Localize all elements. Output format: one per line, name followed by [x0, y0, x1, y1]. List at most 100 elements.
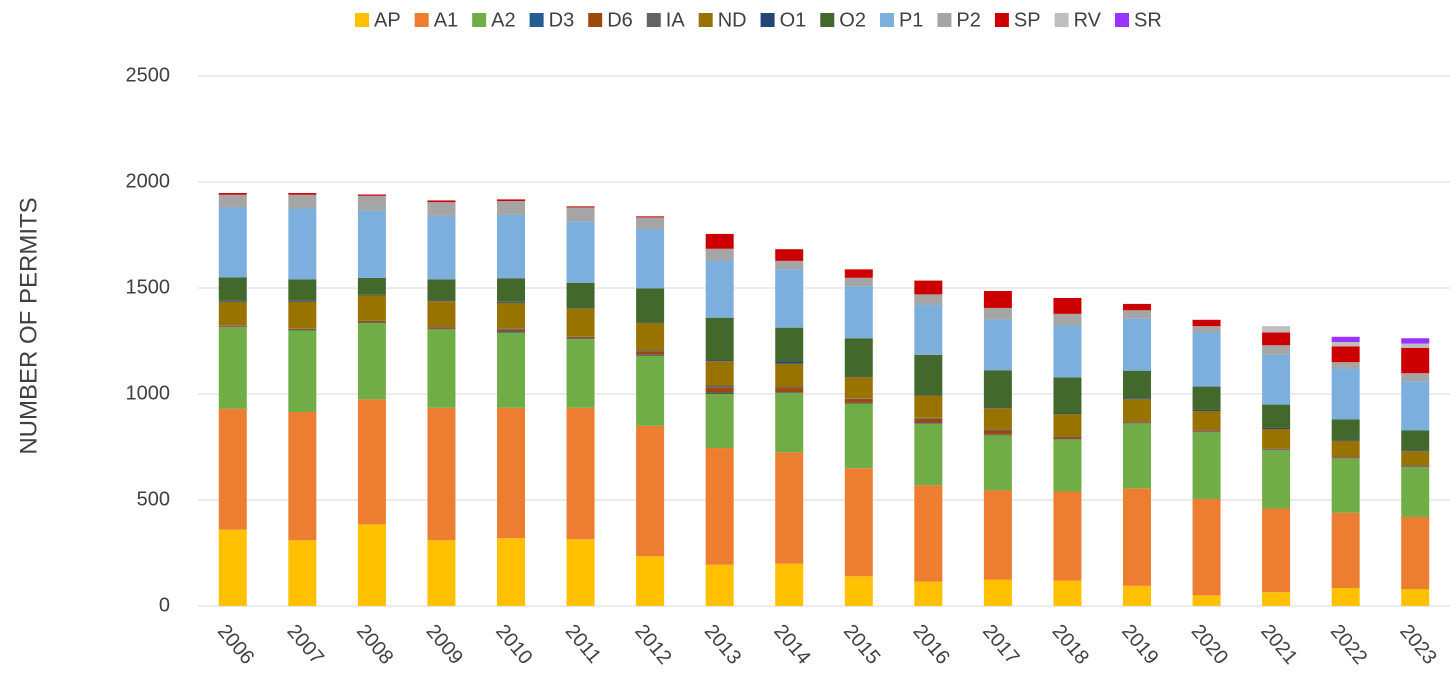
bar-segment [636, 229, 665, 289]
bar-segment [1401, 373, 1430, 382]
bar-segment [775, 388, 804, 393]
bar-segment [497, 302, 525, 329]
x-tick-label: 2012 [630, 620, 675, 668]
bar-segment [357, 321, 386, 323]
bar-segment [844, 468, 873, 577]
legend-label: O1 [780, 9, 807, 31]
x-tick-label: 2011 [561, 620, 606, 667]
bar-segment [427, 407, 456, 541]
bar-segment [775, 387, 804, 389]
bar-segment [983, 407, 1012, 409]
bar-segment [1123, 318, 1151, 371]
bar-segment [1053, 413, 1082, 415]
bar-segment [566, 308, 595, 337]
x-tick-label: 2014 [769, 620, 814, 668]
bar-segment [983, 490, 1012, 580]
bar-segment [1401, 589, 1430, 606]
bar-segment [1053, 580, 1082, 606]
bar-segment [1401, 465, 1430, 467]
bar-segment [497, 278, 525, 302]
x-tick-label: 2015 [839, 620, 884, 668]
x-tick-label: 2013 [700, 620, 745, 668]
bar-segment [288, 194, 317, 209]
bar-segment [1262, 354, 1291, 405]
bar-segment [427, 326, 456, 328]
bar-segment [1053, 414, 1082, 437]
bar-segment [636, 354, 665, 356]
bar-segment [1053, 325, 1082, 378]
bar-segment [844, 286, 873, 339]
bar-segment [705, 448, 734, 565]
bar-segment [566, 336, 595, 337]
x-tick-label: 2018 [1048, 620, 1093, 668]
bar-segment [566, 539, 595, 606]
bar-segment [1192, 386, 1221, 410]
bar-segment [914, 485, 943, 582]
bar-segment [1331, 587, 1360, 606]
bar-segment [427, 301, 456, 327]
bar-segment [1401, 450, 1430, 452]
bar-segment [1123, 310, 1151, 319]
bar-segment [1262, 345, 1291, 355]
bar-segment [1192, 319, 1221, 327]
bar-segment [983, 290, 1012, 308]
y-axis-label: NUMBER OF PERMITS [15, 197, 42, 454]
bar-segment [218, 408, 247, 530]
bar-segment [1192, 410, 1221, 431]
bar-segment [497, 538, 525, 606]
bar-segment [1192, 432, 1221, 499]
bar-segment [636, 216, 665, 218]
bar-segment [705, 233, 734, 249]
bar-segment [566, 407, 595, 540]
bar-segment [497, 329, 525, 332]
bar-segment [427, 200, 456, 203]
bar-segment [288, 330, 317, 413]
bar-segment [1262, 428, 1291, 449]
bar-segment [844, 377, 873, 399]
bar-segment [914, 280, 943, 295]
bar-segment [636, 355, 665, 426]
legend-label: SP [1014, 9, 1041, 31]
bar-segment [1053, 436, 1082, 438]
bar-segment [1331, 458, 1360, 513]
bar-segment [636, 351, 665, 355]
x-tick-label: 2022 [1326, 620, 1371, 668]
bar-segment [1401, 465, 1430, 466]
bar-segment [1192, 430, 1221, 431]
bar-segment [1123, 422, 1151, 424]
bar-segment [1123, 398, 1151, 400]
bar-segment [914, 418, 943, 424]
x-tick-label: 2019 [1117, 620, 1162, 668]
bar-segment [357, 322, 386, 400]
bar-segment [705, 564, 734, 606]
bar-segment [1053, 297, 1082, 314]
bar-segment [775, 392, 804, 453]
legend-swatch [472, 13, 487, 27]
bar-segment [705, 385, 734, 388]
bar-segment [497, 407, 525, 539]
bar-segment [288, 279, 317, 301]
bar-segment [1192, 498, 1221, 596]
bar-segment [1123, 370, 1151, 399]
bar-segment [288, 193, 317, 195]
bar-segment [357, 294, 386, 296]
bar-segment [218, 300, 247, 302]
legend-swatch [994, 13, 1009, 27]
bar-segment [357, 277, 386, 295]
bar-segment [705, 392, 734, 394]
bar-segment [288, 301, 317, 329]
bar-segment [1053, 491, 1082, 581]
legend-swatch [820, 13, 835, 27]
bar-segment [1192, 595, 1221, 606]
legend-swatch [698, 13, 713, 27]
bar-segment [844, 269, 873, 278]
bar-segment [705, 387, 734, 393]
bar-segment [1123, 423, 1151, 489]
bar-segment [566, 336, 595, 339]
bar-segment [1262, 448, 1291, 450]
bar-segment [775, 249, 804, 261]
bar-segment [775, 269, 804, 328]
legend-label: ND [718, 9, 747, 31]
legend-swatch [760, 13, 775, 27]
bar-segment [1331, 440, 1360, 457]
